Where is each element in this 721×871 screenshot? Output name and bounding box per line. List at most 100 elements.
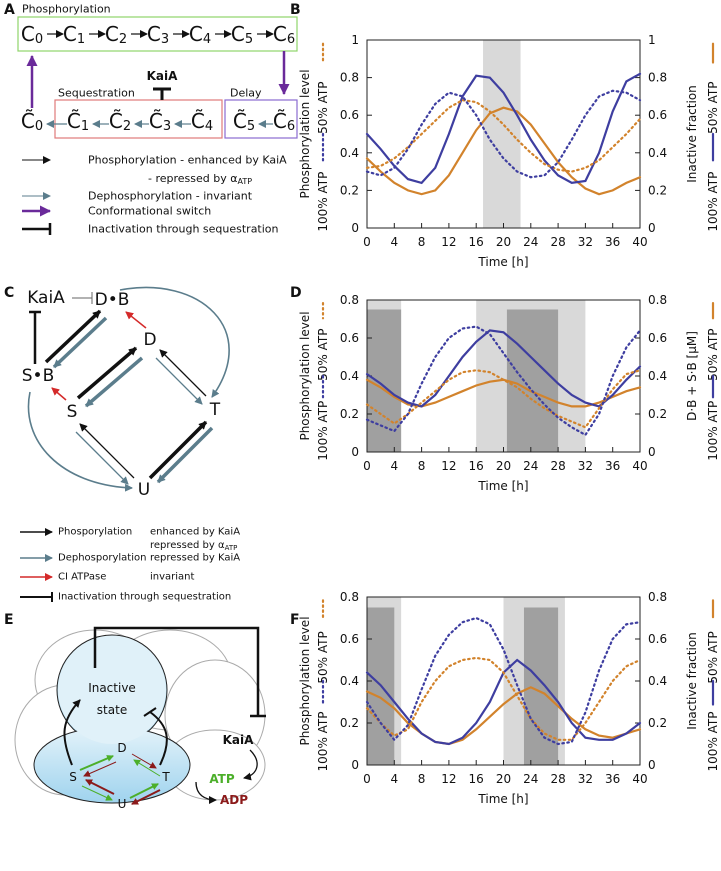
node-label: C3 bbox=[147, 22, 169, 47]
node-label: C̃0 bbox=[21, 109, 43, 134]
x-tick-label: 8 bbox=[418, 459, 426, 473]
panel-letter: F bbox=[290, 612, 300, 628]
node-label: S•B bbox=[22, 366, 54, 386]
legend-label: 50% ATP bbox=[316, 631, 330, 683]
x-tick-label: 28 bbox=[550, 772, 565, 786]
y-tick-label: 0.2 bbox=[340, 183, 359, 197]
node-base: C bbox=[273, 22, 287, 46]
node-subscript: 6 bbox=[287, 32, 295, 47]
legend-label: Inactivation through sequestration bbox=[88, 223, 279, 236]
y-tick-label: 0.4 bbox=[340, 369, 359, 383]
kaia-label: KaiA bbox=[223, 733, 255, 747]
legend-label: 50% ATP bbox=[706, 631, 720, 683]
x-axis-label: Time [h] bbox=[477, 792, 528, 806]
x-tick-label: 40 bbox=[632, 459, 647, 473]
arrow bbox=[133, 759, 161, 777]
node-subscript: 3 bbox=[163, 119, 171, 134]
y-axis-label: Phosphorylation level bbox=[298, 616, 312, 745]
x-tick-label: 40 bbox=[632, 235, 647, 249]
arrow bbox=[156, 426, 214, 484]
panel-letter: B bbox=[290, 2, 301, 18]
panel-letter: E bbox=[4, 612, 14, 628]
node-base: C̃ bbox=[273, 109, 287, 133]
inhibition-mark bbox=[153, 87, 171, 100]
series-line bbox=[365, 686, 642, 746]
node-label: C̃2 bbox=[109, 109, 131, 134]
state-fill bbox=[58, 636, 166, 744]
shade-band bbox=[506, 309, 559, 452]
arrow bbox=[155, 357, 203, 405]
legend-label: 50% ATP bbox=[316, 82, 330, 134]
legend-note: repressed by KaiA bbox=[150, 553, 240, 564]
state-label: state bbox=[97, 703, 127, 717]
curved-arrow bbox=[195, 781, 217, 804]
x-tick-label: 16 bbox=[469, 772, 484, 786]
y2-tick-label: 0.6 bbox=[648, 331, 667, 345]
y-tick-label: 0.2 bbox=[340, 716, 359, 730]
panel-a: A Phosphorylation Sequestration Delay Ka… bbox=[4, 2, 298, 236]
arrow bbox=[83, 761, 117, 777]
x-axis-label: Time [h] bbox=[477, 255, 528, 269]
node-subscript: 2 bbox=[123, 119, 131, 134]
node-label: C5 bbox=[231, 22, 253, 47]
arrow bbox=[148, 420, 208, 480]
arrow bbox=[81, 785, 113, 801]
x-tick-label: 32 bbox=[578, 235, 593, 249]
y-tick-label: 0.2 bbox=[340, 407, 359, 421]
y2-axis-label: Inactive fraction bbox=[685, 85, 699, 183]
node-label: C0 bbox=[21, 22, 43, 47]
y-axis-label: Phosphorylation level bbox=[298, 69, 312, 198]
x-tick-label: 20 bbox=[496, 459, 511, 473]
node-base: C bbox=[21, 22, 35, 46]
y-tick-label: 0.4 bbox=[340, 146, 359, 160]
x-tick-label: 20 bbox=[496, 235, 511, 249]
legend-note: invariant bbox=[150, 572, 195, 583]
x-tick-label: 4 bbox=[390, 459, 398, 473]
node-base: C bbox=[189, 22, 203, 46]
y2-tick-label: 0 bbox=[648, 445, 656, 459]
node-subscript: 1 bbox=[77, 32, 85, 47]
node-label: T bbox=[209, 400, 221, 420]
kaia-label: KaiA bbox=[147, 69, 179, 83]
curved-arrow bbox=[27, 391, 133, 492]
arrow bbox=[51, 387, 67, 401]
legend-subscript: ATP bbox=[225, 544, 238, 552]
adp-label: ADP bbox=[220, 793, 248, 807]
node-label: C̃1 bbox=[67, 109, 89, 134]
arrow bbox=[129, 783, 159, 799]
legend-label: 100% ATP bbox=[706, 711, 720, 771]
panel-letter: D bbox=[290, 285, 302, 301]
legend-subscript: ATP bbox=[238, 177, 253, 186]
y2-tick-label: 0.8 bbox=[648, 293, 667, 307]
y-tick-label: 0.4 bbox=[340, 674, 359, 688]
panel-e: E Inactive state D S T U KaiA ATP ADP bbox=[4, 612, 266, 811]
node-subscript: 5 bbox=[247, 119, 255, 134]
y2-axis-label: D·B + S·B [μM] bbox=[685, 331, 699, 421]
y2-axis-label: Inactive fraction bbox=[685, 632, 699, 730]
y2-tick-label: 0.8 bbox=[648, 71, 667, 85]
arrow bbox=[75, 431, 129, 485]
y-tick-label: 0 bbox=[351, 758, 359, 772]
series-line bbox=[365, 99, 642, 173]
node-label: D bbox=[117, 741, 126, 755]
y2-tick-label: 1 bbox=[648, 33, 656, 47]
legend-label: Conformational switch bbox=[88, 205, 211, 218]
panel-letter: A bbox=[4, 2, 15, 18]
x-tick-label: 36 bbox=[605, 235, 620, 249]
y2-tick-label: 0 bbox=[648, 221, 656, 235]
legend-label: Dephosporylation bbox=[58, 553, 146, 564]
y2-tick-label: 0 bbox=[648, 758, 656, 772]
panel-letter: C bbox=[4, 285, 14, 301]
arrow bbox=[44, 309, 102, 364]
arrow bbox=[76, 346, 138, 400]
x-tick-label: 36 bbox=[605, 772, 620, 786]
legend-label: CI ATPase bbox=[58, 572, 106, 583]
node-subscript: 6 bbox=[287, 119, 295, 134]
x-tick-label: 24 bbox=[523, 235, 538, 249]
node-subscript: 0 bbox=[35, 119, 43, 134]
shade-band bbox=[483, 40, 521, 228]
y2-tick-label: 0.8 bbox=[648, 590, 667, 604]
node-label: S bbox=[67, 402, 78, 422]
node-subscript: 4 bbox=[205, 119, 213, 134]
